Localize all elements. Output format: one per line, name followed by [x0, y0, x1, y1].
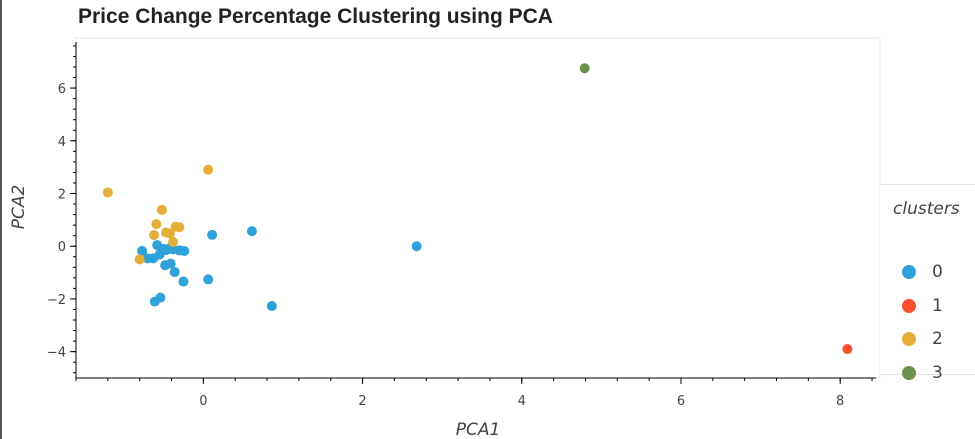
legend-label: 3 — [932, 363, 943, 383]
data-points — [102, 63, 853, 355]
x-tick-label: 4 — [518, 394, 526, 409]
legend-title: clusters — [893, 199, 960, 219]
y-tick-label: −4 — [47, 346, 66, 361]
y-tick-label: 0 — [58, 240, 66, 255]
x-tick-label: 2 — [358, 394, 366, 409]
y-tick-label: 4 — [58, 135, 66, 150]
legend: clusters 0 1 2 3 — [880, 184, 975, 383]
y-tick-label: 6 — [58, 82, 66, 97]
data-point-cluster-2[interactable] — [149, 230, 160, 241]
plot-area[interactable] — [75, 37, 881, 379]
x-tick-label: 0 — [199, 394, 207, 409]
legend-item-cluster-0[interactable]: 0 — [902, 261, 943, 283]
x-tick-label: 8 — [836, 394, 844, 409]
data-point-cluster-0[interactable] — [137, 245, 148, 256]
legend-item-cluster-1[interactable]: 1 — [902, 295, 943, 317]
data-point-cluster-0[interactable] — [203, 274, 214, 285]
data-point-cluster-0[interactable] — [207, 229, 218, 240]
data-point-cluster-0[interactable] — [169, 267, 180, 278]
data-point-cluster-0[interactable] — [266, 301, 277, 312]
chart-title: Price Change Percentage Clustering using… — [78, 5, 553, 28]
data-point-cluster-2[interactable] — [174, 222, 185, 233]
data-point-cluster-2[interactable] — [203, 164, 214, 175]
data-point-cluster-0[interactable] — [165, 258, 176, 269]
data-point-cluster-2[interactable] — [102, 187, 113, 198]
data-point-cluster-0[interactable] — [246, 226, 257, 237]
legend-item-cluster-3[interactable]: 3 — [902, 362, 943, 384]
data-point-cluster-0[interactable] — [178, 276, 189, 287]
data-point-cluster-2[interactable] — [156, 204, 167, 215]
data-point-cluster-2[interactable] — [168, 237, 179, 247]
data-point-cluster-1[interactable] — [842, 344, 853, 355]
data-point-cluster-2[interactable] — [164, 228, 175, 239]
y-axis-label: PCA2 — [9, 185, 29, 230]
legend-swatch-0 — [902, 265, 916, 279]
legend-swatch-3 — [902, 366, 916, 380]
legend-swatch-2 — [902, 332, 916, 346]
data-point-cluster-0[interactable] — [155, 292, 166, 303]
window-edge — [0, 0, 2, 439]
data-point-cluster-3[interactable] — [579, 63, 590, 74]
data-point-cluster-0[interactable] — [411, 241, 422, 252]
y-tick-label: 2 — [58, 188, 66, 203]
y-axis: −4 −2 0 2 4 6 — [47, 42, 77, 378]
data-point-cluster-0[interactable] — [179, 245, 190, 256]
data-point-cluster-2[interactable] — [151, 219, 162, 230]
legend-label: 0 — [932, 262, 943, 282]
x-tick-label: 6 — [677, 394, 685, 409]
legend-item-cluster-2[interactable]: 2 — [902, 328, 943, 350]
x-axis: 0 2 4 6 8 — [75, 377, 876, 409]
y-tick-label: −2 — [47, 293, 66, 308]
legend-swatch-1 — [902, 299, 916, 313]
legend-label: 1 — [932, 296, 943, 316]
x-axis-label: PCA1 — [456, 420, 501, 439]
legend-label: 2 — [932, 329, 943, 349]
data-point-cluster-2[interactable] — [134, 254, 145, 265]
